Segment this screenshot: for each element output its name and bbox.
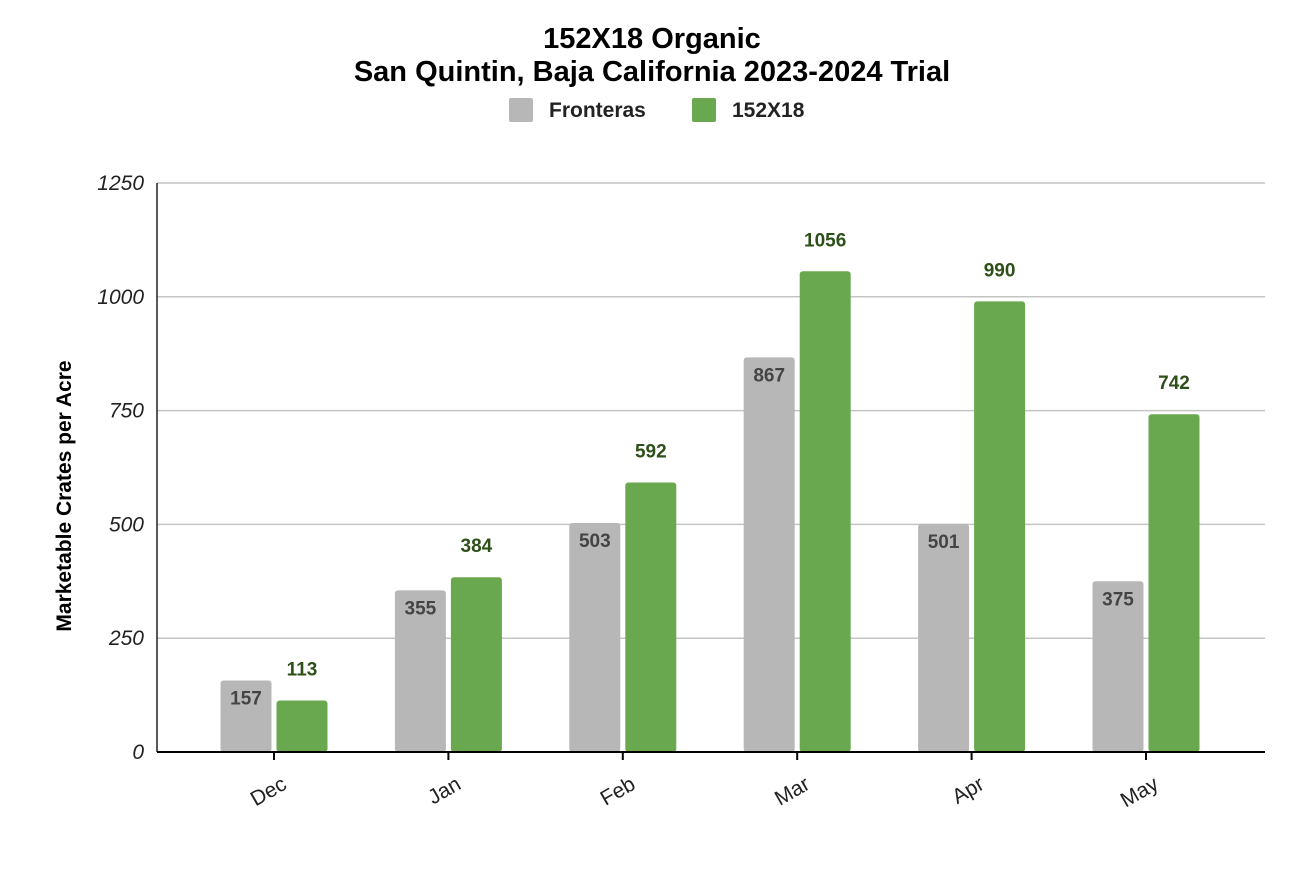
y-tick-label: 250 bbox=[108, 627, 144, 650]
x-tick-label: Jan bbox=[424, 772, 465, 809]
legend-swatch-1 bbox=[692, 98, 716, 122]
axes bbox=[156, 183, 1265, 753]
bar-152X18-Apr bbox=[974, 301, 1026, 752]
bars bbox=[220, 271, 1200, 752]
x-tick-label: Dec bbox=[247, 772, 291, 811]
bar-Fronteras-Mar bbox=[743, 357, 795, 752]
bar-152X18-Jan bbox=[450, 577, 502, 752]
x-tick-label: Mar bbox=[771, 772, 814, 810]
data-label: 113 bbox=[287, 660, 318, 681]
data-labels: 157 113 355 384 503 592 867 1056 501 990 375 742 bbox=[230, 230, 1190, 709]
bar-152X18-Feb bbox=[625, 482, 677, 752]
bar-Fronteras-Jan bbox=[394, 590, 446, 752]
y-tick-label: 1000 bbox=[97, 286, 144, 309]
y-tick-label: 0 bbox=[132, 741, 144, 764]
legend-swatch-0 bbox=[509, 98, 533, 122]
x-axis-ticks: Dec Jan Feb Mar Apr May bbox=[247, 752, 1163, 812]
chart-title-line2: San Quintin, Baja California 2023-2024 T… bbox=[354, 56, 950, 88]
y-tick-label: 750 bbox=[109, 400, 144, 423]
y-axis-ticks: 0 250 500 750 1000 1250 bbox=[97, 172, 144, 764]
data-label: 501 bbox=[928, 532, 960, 553]
bar-Fronteras-Feb bbox=[569, 523, 621, 752]
data-label: 1056 bbox=[804, 230, 846, 251]
bar-Fronteras-May bbox=[1092, 581, 1144, 752]
bar-Fronteras-Dec bbox=[220, 680, 272, 752]
data-label: 990 bbox=[984, 260, 1016, 281]
data-label: 157 bbox=[230, 689, 262, 710]
legend-label-1: 152X18 bbox=[732, 99, 805, 122]
x-tick-label: Apr bbox=[948, 772, 988, 808]
data-label: 355 bbox=[405, 598, 437, 619]
data-label: 867 bbox=[753, 365, 785, 386]
bar-Fronteras-Apr bbox=[918, 523, 970, 752]
data-label: 503 bbox=[579, 531, 611, 552]
bar-152X18-May bbox=[1148, 414, 1200, 752]
data-label: 742 bbox=[1158, 373, 1190, 394]
y-tick-label: 500 bbox=[109, 513, 144, 536]
legend-label-0: Fronteras bbox=[549, 99, 646, 122]
data-label: 375 bbox=[1102, 589, 1134, 610]
bar-152X18-Mar bbox=[799, 271, 851, 752]
chart-title-line1: 152X18 Organic bbox=[543, 23, 761, 55]
x-tick-label: Feb bbox=[596, 772, 639, 810]
x-tick-label: May bbox=[1117, 772, 1163, 812]
data-label: 592 bbox=[635, 442, 667, 463]
legend: Fronteras 152X18 bbox=[509, 98, 805, 122]
gridlines bbox=[157, 182, 1265, 639]
y-tick-label: 1250 bbox=[97, 172, 144, 195]
data-label: 384 bbox=[461, 536, 493, 557]
bar-152X18-Dec bbox=[276, 700, 328, 752]
y-axis-label: Marketable Crates per Acre bbox=[53, 360, 76, 631]
